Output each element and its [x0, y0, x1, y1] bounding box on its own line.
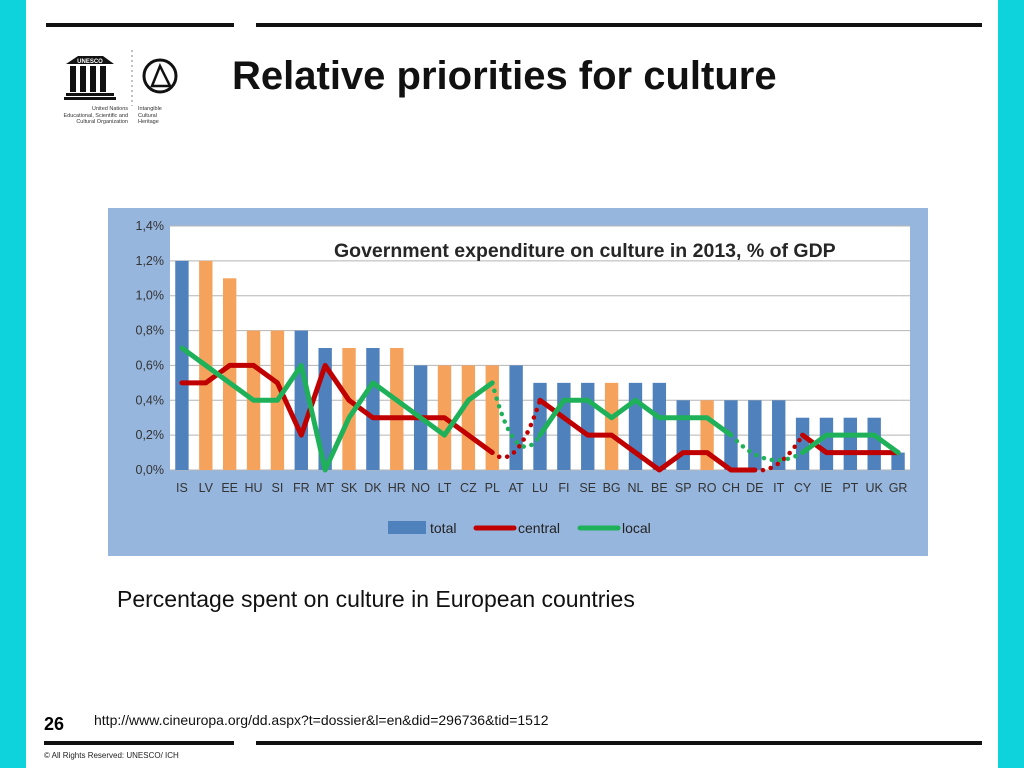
bar-total-de — [748, 400, 762, 470]
x-tick-label: PT — [842, 481, 858, 495]
x-tick-label: SP — [675, 481, 692, 495]
bar-total-ee — [222, 278, 237, 470]
series-line-local — [537, 397, 734, 438]
unesco-mark-text: UNESCO — [77, 59, 103, 65]
x-tick-label: SK — [341, 481, 358, 495]
x-tick-label: HR — [388, 481, 406, 495]
bar-total-dk — [366, 348, 380, 470]
chart-legend: total central local — [388, 520, 651, 536]
y-tick-label: 0,6% — [136, 358, 165, 372]
source-link[interactable]: http://www.cineuropa.org/dd.aspx?t=dossi… — [94, 712, 549, 728]
bar-total-is — [175, 260, 189, 470]
bar-total-cy — [795, 417, 810, 470]
x-tick-label: NO — [411, 481, 430, 495]
x-tick-label: SI — [272, 481, 284, 495]
bar-total-se — [581, 382, 595, 470]
y-tick-label: 0,0% — [136, 463, 165, 477]
x-tick-label: AT — [509, 481, 524, 495]
right-accent-bar — [998, 0, 1024, 768]
left-accent-bar — [0, 0, 26, 768]
page-number: 26 — [44, 714, 65, 734]
bottom-rule-right — [256, 741, 982, 745]
x-tick-label: FR — [293, 481, 310, 495]
y-tick-label: 1,0% — [136, 289, 165, 303]
x-tick-label: BG — [603, 481, 621, 495]
bar-total-be — [652, 382, 667, 470]
x-tick-label: LT — [438, 481, 452, 495]
x-tick-label: BE — [651, 481, 668, 495]
bar-total-fi — [557, 382, 571, 470]
x-tick-label: UK — [866, 481, 884, 495]
slide-caption: Percentage spent on culture in European … — [117, 586, 635, 612]
bar-total-bg — [604, 382, 619, 470]
chart: 0,0% 0,2% 0,4% 0,6% 0,8% 1,0% 1,2% 1,4% IS LV EE HU… — [108, 208, 928, 556]
y-tick-label: 0,8% — [136, 324, 165, 338]
x-tick-label: GR — [889, 481, 908, 495]
unesco-temple-icon: UNESCO — [64, 50, 178, 132]
series-line-central — [537, 397, 758, 473]
y-tick-label: 0,4% — [136, 393, 165, 407]
x-tick-label: EE — [221, 481, 238, 495]
bar-total-uk — [867, 417, 881, 470]
bar-total-fr — [294, 330, 308, 470]
bar-total-pt — [843, 417, 858, 470]
x-tick-label: CZ — [460, 481, 477, 495]
bottom-rule-left — [44, 741, 234, 745]
bar-total-it — [772, 400, 786, 470]
x-tick-label: RO — [698, 481, 717, 495]
x-tick-label: IT — [773, 481, 784, 495]
bar-total-gr — [891, 452, 905, 470]
x-tick-label: DE — [746, 481, 763, 495]
x-tick-label: LU — [532, 481, 548, 495]
series-gap-local — [490, 380, 543, 449]
series-line-central — [800, 432, 901, 456]
chart-title: Government expenditure on culture in 201… — [334, 240, 836, 262]
unesco-caption: United Nations Educational, Scientific a… — [63, 106, 128, 125]
x-tick-label: IE — [821, 481, 833, 495]
y-tick-label: 0,2% — [136, 428, 165, 442]
slide-title: Relative priorities for culture — [232, 54, 777, 98]
bar-total-ie — [819, 417, 834, 470]
top-rule-right — [256, 23, 982, 27]
x-tick-label: HU — [245, 481, 263, 495]
top-rule-left — [46, 23, 234, 27]
bar-total-sp — [676, 400, 690, 470]
series-line-central — [179, 362, 495, 456]
x-tick-label: FI — [558, 481, 569, 495]
series-gap-local — [728, 432, 805, 463]
series-gap-central — [752, 432, 805, 473]
bar-total-ro — [700, 400, 714, 470]
chart-svg: 0,0% 0,2% 0,4% 0,6% 0,8% 1,0% 1,2% 1,4% IS LV EE HU… — [108, 208, 928, 556]
series-line-local — [800, 432, 901, 456]
bar-total-cz — [461, 365, 476, 470]
x-tick-label: MT — [316, 481, 334, 495]
y-tick-label: 1,4% — [136, 219, 165, 233]
bar-total-hr — [390, 348, 404, 470]
copyright-notice: © All Rights Reserved: UNESCO/ ICH — [44, 751, 179, 760]
x-tick-label: NL — [627, 481, 643, 495]
x-tick-label: CY — [794, 481, 812, 495]
series-line-local — [179, 345, 495, 473]
x-tick-label: SE — [579, 481, 596, 495]
legend-label-central: central — [518, 520, 560, 536]
legend-label-local: local — [622, 520, 651, 536]
x-tick-label: CH — [722, 481, 740, 495]
y-tick-label: 1,2% — [136, 254, 165, 268]
bar-total-at — [509, 365, 523, 470]
ich-caption: Intangible Cultural Heritage — [138, 106, 162, 125]
legend-swatch-total — [388, 521, 426, 534]
x-tick-label: LV — [199, 481, 214, 495]
x-tick-label: PL — [485, 481, 500, 495]
x-tick-label: IS — [176, 481, 188, 495]
bar-total-sk — [342, 348, 356, 470]
unesco-logo-block: UNESCO United Nations Educational, Scien… — [40, 46, 190, 136]
x-tick-label: DK — [364, 481, 382, 495]
legend-label-total: total — [430, 520, 456, 536]
